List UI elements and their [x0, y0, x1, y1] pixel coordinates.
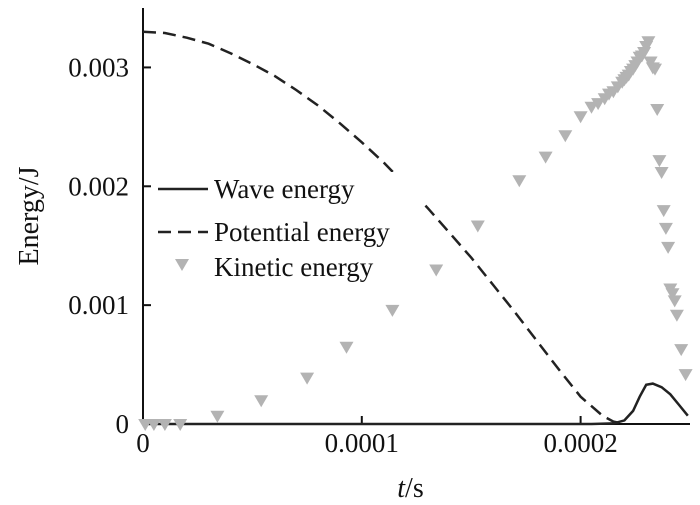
kinetic-energy-marker [339, 341, 354, 354]
kinetic-energy-marker [558, 130, 573, 143]
y-tick-label: 0.001 [68, 290, 129, 320]
y-tick-label: 0.002 [68, 171, 129, 201]
kinetic-energy-marker [210, 410, 225, 423]
legend-potential-label: Potential energy [214, 217, 390, 247]
series-line-0 [143, 382, 689, 426]
kinetic-energy-marker [173, 419, 188, 431]
kinetic-energy-marker [254, 395, 269, 408]
y-axis-label: Energy/J [14, 166, 45, 265]
kinetic-energy-marker [650, 104, 665, 116]
kinetic-energy-marker [385, 304, 400, 317]
legend-kinetic-label: Kinetic energy [214, 252, 374, 282]
kinetic-energy-marker [512, 175, 527, 188]
x-axis-label: t/s [397, 473, 423, 504]
kinetic-energy-marker [157, 419, 172, 431]
kinetic-energy-marker [538, 151, 553, 164]
kinetic-energy-marker [591, 98, 606, 111]
legend-kinetic-swatch [175, 259, 189, 271]
x-ticks: 0 0.0001 0.0002 [136, 416, 618, 458]
x-axis-label-var: t [397, 473, 406, 504]
kinetic-energy-marker [641, 36, 656, 49]
series-line-1 [142, 30, 625, 426]
kinetic-energy-marker [654, 167, 669, 179]
series-layer [138, 30, 693, 431]
kinetic-energy-marker [658, 222, 673, 235]
kinetic-energy-marker [669, 309, 684, 322]
x-tick-label: 0 [136, 428, 150, 458]
x-tick-label: 0.0002 [543, 428, 617, 458]
kinetic-energy-marker [656, 205, 671, 218]
kinetic-energy-marker [665, 288, 680, 301]
kinetic-energy-marker [429, 264, 444, 277]
kinetic-energy-marker [674, 344, 689, 357]
x-axis-label-unit: /s [405, 473, 424, 504]
kinetic-energy-marker [661, 241, 676, 254]
legend: Wave energy Potential energy Kinetic ene… [152, 172, 422, 282]
x-tick-label: 0.0001 [325, 428, 399, 458]
kinetic-energy-marker [648, 63, 662, 76]
y-tick-label: 0 [116, 409, 130, 439]
kinetic-energy-marker [678, 369, 693, 382]
kinetic-energy-marker [470, 220, 485, 233]
legend-wave-label: Wave energy [214, 174, 355, 204]
kinetic-energy-marker [300, 372, 315, 385]
kinetic-energy-marker [573, 111, 588, 124]
y-ticks: 0 0.001 0.002 0.003 [68, 52, 151, 439]
kinetic-energy-marker [652, 155, 667, 168]
y-tick-label: 0.003 [68, 52, 129, 82]
kinetic-energy-marker [667, 295, 682, 308]
legend-background [152, 172, 422, 282]
kinetic-energy-marker [146, 419, 161, 431]
